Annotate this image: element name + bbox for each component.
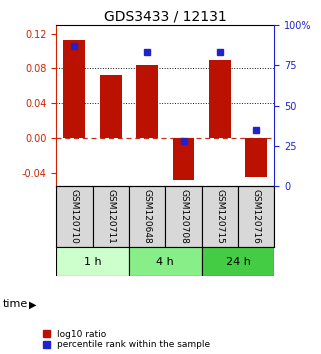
Text: GSM120710: GSM120710 bbox=[70, 189, 79, 244]
Legend: log10 ratio, percentile rank within the sample: log10 ratio, percentile rank within the … bbox=[43, 330, 211, 349]
Text: 4 h: 4 h bbox=[156, 257, 174, 267]
Text: GSM120648: GSM120648 bbox=[143, 189, 152, 244]
Text: GSM120708: GSM120708 bbox=[179, 189, 188, 244]
Bar bbox=[202, 247, 274, 276]
Bar bbox=[92, 186, 129, 247]
Bar bbox=[202, 186, 238, 247]
Bar bbox=[129, 186, 165, 247]
Bar bbox=[129, 247, 202, 276]
Bar bbox=[136, 65, 158, 138]
Text: time: time bbox=[3, 299, 29, 309]
Bar bbox=[56, 186, 92, 247]
Text: 1 h: 1 h bbox=[84, 257, 101, 267]
Text: GSM120711: GSM120711 bbox=[106, 189, 115, 244]
Bar bbox=[100, 75, 122, 138]
Bar bbox=[56, 247, 129, 276]
Bar bbox=[173, 138, 195, 180]
Text: GSM120715: GSM120715 bbox=[215, 189, 224, 244]
Bar bbox=[238, 186, 274, 247]
Text: 24 h: 24 h bbox=[226, 257, 250, 267]
Bar bbox=[209, 60, 231, 138]
Text: GSM120716: GSM120716 bbox=[252, 189, 261, 244]
Title: GDS3433 / 12131: GDS3433 / 12131 bbox=[104, 10, 227, 24]
Bar bbox=[165, 186, 202, 247]
Text: ▶: ▶ bbox=[29, 299, 36, 309]
Bar bbox=[64, 40, 85, 138]
Bar bbox=[245, 138, 267, 177]
